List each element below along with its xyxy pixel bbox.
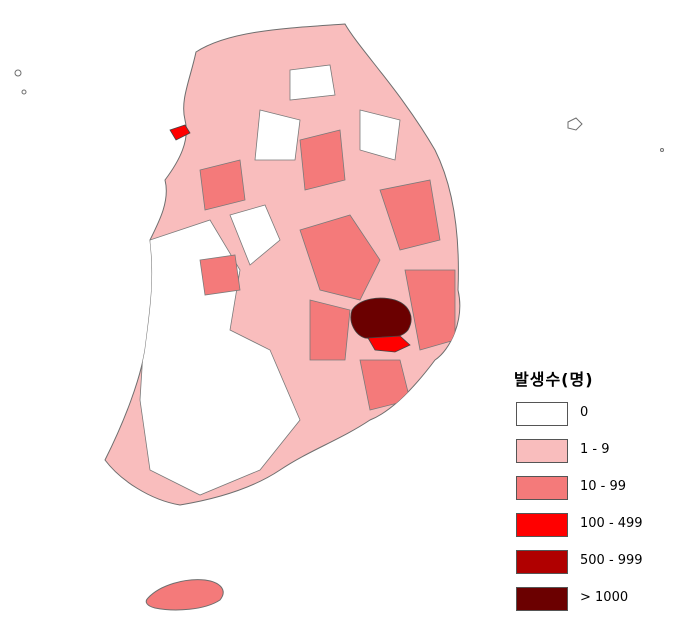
jeju-island	[145, 579, 224, 611]
district-mid-8	[199, 254, 241, 296]
legend-swatch	[516, 513, 568, 537]
district-zero-west	[139, 219, 301, 496]
legend-item: > 1000	[512, 587, 672, 624]
small-island-e	[660, 148, 664, 152]
legend-label: 100 - 499	[580, 516, 643, 531]
legend-swatch	[516, 587, 568, 611]
legend-item: 1 - 9	[512, 439, 672, 476]
legend: 발생수(명) 0 1 - 9 10 - 99 100 - 499 500 - 9…	[512, 366, 672, 624]
incheon-island	[169, 124, 191, 141]
legend-item: 500 - 999	[512, 550, 672, 587]
district-mid-3	[299, 129, 346, 191]
legend-label: 500 - 999	[580, 553, 643, 568]
district-mid-6	[199, 159, 246, 211]
legend-swatch	[516, 550, 568, 574]
district-zero-northeast	[359, 109, 401, 161]
small-island-w	[21, 89, 27, 95]
district-mid-1	[299, 214, 381, 301]
legend-swatch	[516, 439, 568, 463]
legend-label: 10 - 99	[580, 479, 627, 494]
gyeongsan-district	[367, 335, 411, 353]
daegu-district	[350, 297, 412, 340]
legend-label: 1 - 9	[580, 442, 610, 457]
district-zero-north	[289, 64, 336, 101]
legend-swatch	[516, 402, 568, 426]
district-mid-5	[309, 299, 351, 361]
legend-item: 100 - 499	[512, 513, 672, 550]
legend-swatch	[516, 476, 568, 500]
district-mid-2	[379, 179, 441, 251]
ulleungdo-island	[567, 117, 583, 131]
legend-label: > 1000	[580, 590, 629, 605]
legend-item: 10 - 99	[512, 476, 672, 513]
legend-label: 0	[580, 405, 589, 420]
small-island-nw	[14, 69, 22, 77]
district-zero-midwest	[229, 204, 281, 266]
district-zero-central	[254, 109, 301, 161]
legend-title: 발생수(명)	[514, 370, 594, 389]
legend-item: 0	[512, 402, 672, 439]
